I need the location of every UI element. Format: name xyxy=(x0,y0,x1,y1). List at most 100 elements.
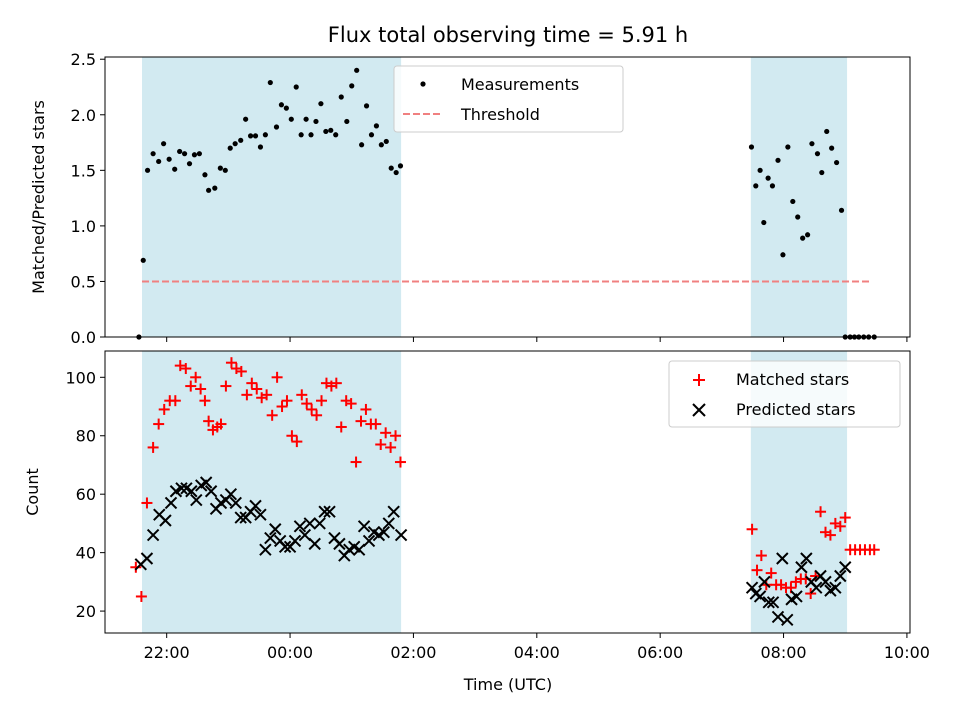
predicted-stars-point xyxy=(249,499,262,513)
measurements-point xyxy=(232,141,238,147)
measurements-point xyxy=(156,158,162,165)
measurements-point xyxy=(140,257,146,263)
measurements-point xyxy=(333,132,339,138)
matched-stars-point xyxy=(375,439,387,451)
count-panel-legend-box xyxy=(668,360,901,428)
predicted-stars-point xyxy=(333,537,346,551)
predicted-stars-point xyxy=(190,493,203,507)
measurements-point xyxy=(338,94,344,100)
measurements-point xyxy=(313,118,319,125)
predicted-stars-point xyxy=(308,537,321,551)
measurements-point xyxy=(303,116,309,122)
matched-stars-point xyxy=(306,403,318,415)
predicted-stars-point xyxy=(829,581,842,594)
measurements-point xyxy=(323,128,329,135)
legend-threshold-label: Threshold xyxy=(460,105,540,124)
x-tick-label: 06:00 xyxy=(637,643,683,662)
measurements-point xyxy=(349,83,355,89)
predicted-stars-point xyxy=(229,496,242,510)
predicted-stars-point xyxy=(293,520,307,533)
y-tick-label: 0.5 xyxy=(71,272,96,291)
measurements-point xyxy=(397,163,404,169)
matched-stars-point xyxy=(311,409,323,421)
measurements-point xyxy=(795,214,801,220)
measurements-point xyxy=(373,123,380,129)
measurements-point xyxy=(748,144,755,150)
matched-stars-point xyxy=(130,561,142,573)
matched-stars-point xyxy=(235,365,247,377)
measurements-point xyxy=(753,183,759,189)
count-panel-y-label: Count xyxy=(23,468,42,516)
predicted-stars-point xyxy=(254,508,267,521)
measurements-point xyxy=(328,127,334,133)
matched-stars-point xyxy=(360,403,372,415)
matched-stars-point xyxy=(174,360,186,372)
matched-stars-point xyxy=(345,398,357,410)
measurements-point xyxy=(829,145,835,151)
measurements-point xyxy=(393,169,399,176)
measurements-point xyxy=(288,116,294,122)
matched-stars-point xyxy=(291,436,303,448)
predicted-stars-point xyxy=(318,505,331,518)
measurements-point xyxy=(378,142,384,148)
matched-stars-point xyxy=(147,441,159,453)
matched-stars-point xyxy=(225,357,237,369)
measurements-point xyxy=(780,252,786,258)
measurements-point xyxy=(344,118,350,125)
matched-stars-point xyxy=(765,567,777,579)
measurements-point xyxy=(790,198,796,205)
measurements-point xyxy=(363,103,370,109)
x-tick-label: 22:00 xyxy=(144,643,190,662)
predicted-stars-point xyxy=(839,561,852,574)
x-axis-label: Time (UTC) xyxy=(463,675,552,694)
measurements-point xyxy=(388,165,394,171)
measurements-point xyxy=(227,145,233,151)
matched-stars-point xyxy=(203,415,215,427)
measurements-point xyxy=(247,133,254,139)
matched-stars-point xyxy=(135,590,147,602)
matched-stars-point xyxy=(266,409,278,421)
y-tick-label: 100 xyxy=(65,368,96,387)
x-tick-label: 02:00 xyxy=(390,643,436,662)
y-tick-label: 80 xyxy=(76,427,96,446)
measurements-point xyxy=(181,151,188,157)
measurements-point xyxy=(838,207,845,213)
matched-stars-point xyxy=(286,430,298,442)
measurements-point xyxy=(800,235,806,241)
measurements-point xyxy=(196,151,202,157)
measurements-point xyxy=(267,79,273,86)
predicted-stars-point xyxy=(776,552,789,565)
measurements-point xyxy=(144,167,151,173)
chart-title: Flux total observing time = 5.91 h xyxy=(328,23,688,47)
predicted-stars-point xyxy=(781,613,794,627)
matched-stars-point xyxy=(755,550,767,562)
measurements-point xyxy=(172,166,178,172)
measurements-point xyxy=(252,133,259,139)
predicted-stars-point xyxy=(264,531,277,545)
matched-stars-point xyxy=(335,421,347,433)
matched-stars-point xyxy=(190,371,202,383)
count-panel-legend: Matched stars Predicted stars xyxy=(668,360,901,428)
predicted-stars-point xyxy=(175,482,188,495)
ratio-panel-y-label: Matched/Predicted stars xyxy=(29,100,48,294)
predicted-stars-point xyxy=(140,552,154,565)
measurements-point xyxy=(293,84,299,90)
measurements-point xyxy=(191,152,198,158)
measurements-point xyxy=(177,148,183,155)
measurements-point xyxy=(166,156,172,162)
measurements-point xyxy=(243,116,249,122)
measurements-point xyxy=(805,232,811,238)
measurements-point xyxy=(238,137,244,143)
ratio-panel-legend: Measurements Threshold xyxy=(393,65,624,133)
y-tick-label: 1.5 xyxy=(71,161,96,180)
matched-stars-point xyxy=(316,395,328,407)
matched-stars-point xyxy=(394,456,406,468)
predicted-stars-point xyxy=(382,517,395,530)
measurements-point xyxy=(318,101,324,107)
measurements-point xyxy=(206,187,212,193)
predicted-stars-point xyxy=(762,596,775,609)
measurements-point xyxy=(814,151,821,157)
predicted-stars-point xyxy=(204,485,218,498)
matched-stars-point xyxy=(751,564,763,576)
